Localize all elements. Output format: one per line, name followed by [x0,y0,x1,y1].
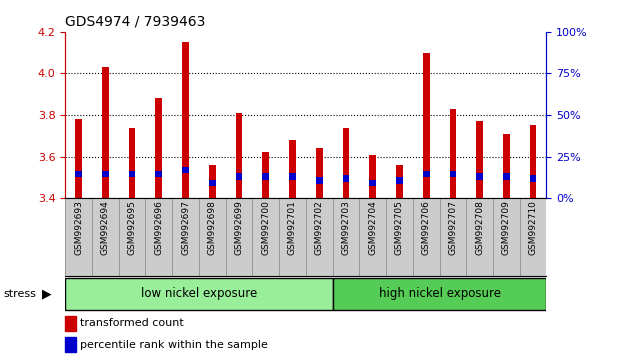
Bar [396,165,403,198]
Text: GSM992707: GSM992707 [448,200,458,255]
Bar [396,177,403,184]
Text: GSM992708: GSM992708 [475,200,484,255]
Text: GSM992702: GSM992702 [315,200,324,255]
Bar [65,316,76,331]
Bar [182,42,189,198]
Bar [423,53,430,198]
Bar [530,125,537,198]
Bar [450,171,456,177]
Bar [343,127,349,198]
Text: GSM992701: GSM992701 [288,200,297,255]
Bar [423,171,430,177]
Bar [209,165,215,198]
Text: GSM992698: GSM992698 [208,200,217,255]
Bar [369,179,376,186]
Bar [289,140,296,198]
Text: GSM992700: GSM992700 [261,200,270,255]
Text: high nickel exposure: high nickel exposure [379,287,501,299]
Bar [129,127,135,198]
Text: GSM992706: GSM992706 [422,200,430,255]
Bar [155,98,162,198]
Text: GSM992694: GSM992694 [101,200,110,255]
Text: GSM992705: GSM992705 [395,200,404,255]
Bar [182,167,189,173]
Bar [75,119,82,198]
Text: GSM992697: GSM992697 [181,200,190,255]
Text: GSM992693: GSM992693 [74,200,83,255]
Bar [369,155,376,198]
Bar [65,337,76,352]
Text: ▶: ▶ [42,287,52,300]
Bar [102,67,109,198]
Bar [289,173,296,179]
Bar [75,171,82,177]
Bar [316,177,322,184]
Bar [450,109,456,198]
Text: GSM992695: GSM992695 [127,200,137,255]
Bar [530,175,537,182]
Bar [476,173,483,179]
Bar [263,173,269,179]
Text: GSM992704: GSM992704 [368,200,377,255]
Text: transformed count: transformed count [79,318,183,329]
Bar [476,121,483,198]
Text: GSM992703: GSM992703 [342,200,350,255]
Bar [503,134,510,198]
Bar [263,153,269,198]
Text: GSM992699: GSM992699 [235,200,243,255]
Text: low nickel exposure: low nickel exposure [141,287,257,299]
Bar [129,171,135,177]
Text: GDS4974 / 7939463: GDS4974 / 7939463 [65,14,206,28]
Text: percentile rank within the sample: percentile rank within the sample [79,339,268,350]
Bar [343,175,349,182]
Text: GSM992696: GSM992696 [154,200,163,255]
Bar [209,179,215,186]
Bar [235,173,242,179]
FancyBboxPatch shape [65,278,333,310]
Text: GSM992709: GSM992709 [502,200,511,255]
Bar [316,148,322,198]
Text: GSM992710: GSM992710 [528,200,538,255]
Bar [155,171,162,177]
FancyBboxPatch shape [333,278,546,310]
Bar [503,173,510,179]
Bar [235,113,242,198]
Bar [102,171,109,177]
Text: stress: stress [3,289,36,299]
